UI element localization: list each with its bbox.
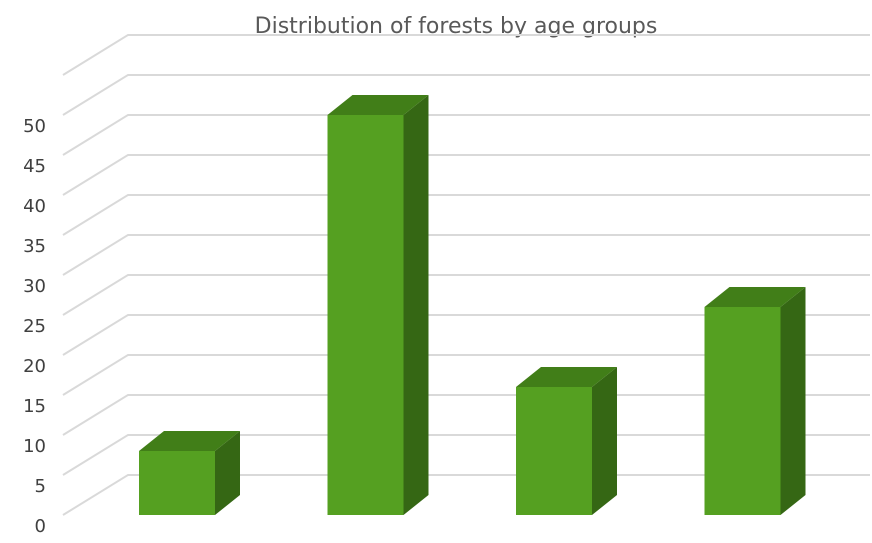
y-tick-label: 45: [23, 156, 46, 177]
bars: [139, 95, 806, 515]
y-axis-ticks: 0 5 10 15 20 25 30 35 40 45 50: [23, 116, 46, 537]
bar-top: [327, 95, 429, 115]
y-tick-label: 15: [23, 396, 46, 417]
gridline: [62, 194, 870, 236]
y-tick-label: 30: [23, 276, 46, 297]
bar-side: [592, 367, 617, 515]
gridline: [62, 394, 870, 436]
gridline: [62, 314, 870, 356]
gridline: [62, 434, 870, 476]
gridline: [62, 274, 870, 316]
y-tick-label: 40: [23, 196, 46, 217]
bar: [516, 367, 617, 515]
y-tick-label: 20: [23, 356, 46, 377]
bar-top: [139, 431, 240, 451]
gridline: [62, 114, 870, 156]
bar-side: [403, 95, 429, 515]
bar: [704, 287, 806, 515]
y-tick-label: 0: [35, 516, 46, 537]
gridline: [62, 74, 870, 116]
y-tick-label: 25: [23, 316, 46, 337]
bar-front: [704, 307, 781, 515]
bar: [139, 431, 240, 515]
bar-top: [516, 367, 617, 387]
gridline: [62, 34, 870, 76]
y-tick-label: 35: [23, 236, 46, 257]
bar-front: [327, 115, 404, 515]
y-tick-label: 10: [23, 436, 46, 457]
y-tick-label: 50: [23, 116, 46, 137]
gridlines: [62, 34, 870, 516]
bar-front: [516, 387, 592, 515]
gridline: [62, 234, 870, 276]
y-tick-label: 5: [35, 476, 46, 497]
gridline: [62, 474, 870, 516]
gridline: [62, 354, 870, 396]
bar-side: [215, 431, 240, 515]
bar-front: [139, 451, 215, 515]
bar-side: [780, 287, 806, 515]
gridline: [62, 154, 870, 196]
bar: [327, 95, 429, 515]
bar-top: [704, 287, 806, 307]
